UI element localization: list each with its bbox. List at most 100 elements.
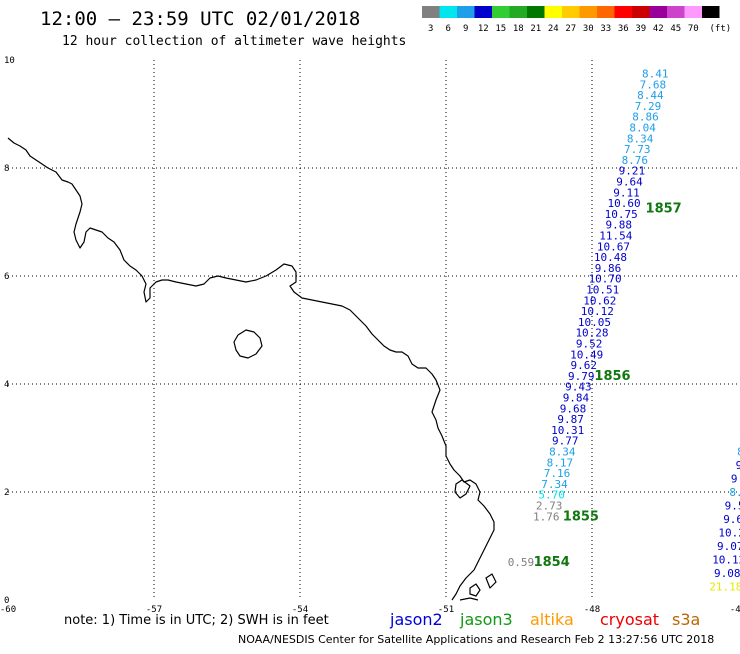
wave-height-value: 1.76	[533, 510, 560, 523]
scale-label: 15	[495, 24, 506, 34]
axis-tick-labels: -60 -57 -54 -51 -48 -45 10 8 6 4 2 0	[0, 56, 740, 615]
wave-height-value: 10.49	[570, 348, 603, 361]
wave-height-value: 10.60	[608, 197, 641, 210]
scale-swatch	[684, 6, 702, 18]
wave-height-value: 10.48	[594, 251, 627, 264]
coastline	[7, 137, 497, 601]
scale-label: 39	[635, 24, 646, 34]
scale-label: 24	[548, 24, 559, 34]
scale-swatch	[649, 6, 667, 18]
longitude-label: -51	[438, 605, 454, 615]
wave-height-value: 9.86	[595, 262, 622, 275]
wave-height-value: 10.28	[575, 327, 608, 340]
latitude-label: 0	[4, 596, 9, 606]
scale-swatch	[439, 6, 457, 18]
longitude-label: -48	[584, 605, 600, 615]
wave-height-value: 10.31	[551, 424, 584, 437]
scale-label: 27	[565, 24, 576, 34]
pass-time-label: 1855	[563, 509, 599, 524]
wave-height-value: 10.62	[583, 294, 616, 307]
wave-height-value: 9.43	[565, 381, 592, 394]
wave-height-value: 8.44	[637, 89, 664, 102]
scale-label: 42	[653, 24, 664, 34]
color-scale-legend: 3 6 9 12 15 18 21 24 27 30 33 36 39 42 45 70 (ft)	[422, 6, 731, 34]
scale-swatch	[702, 6, 720, 18]
longitude-label: -57	[146, 605, 162, 615]
wave-height-value: 11.54	[599, 230, 632, 243]
scale-label: 21	[530, 24, 541, 34]
wave-height-value: 9.77	[552, 435, 579, 448]
satellite-legend-altika: altika	[530, 610, 574, 629]
satellite-legend-jason3: jason3	[459, 610, 513, 629]
wave-height-value: 7.34	[541, 478, 568, 491]
wave-height-value: 8.86	[632, 111, 659, 124]
latitude-label: 8	[4, 164, 9, 174]
scale-label: 45	[670, 24, 681, 34]
wave-height-value: 9.52	[576, 338, 603, 351]
wave-height-value: 9.62	[570, 359, 597, 372]
wave-height-value: 7.68	[640, 78, 667, 91]
satellite-legend-s3a: s3a	[672, 610, 700, 629]
wave-height-value: 8.34	[549, 446, 576, 459]
satellite-legend: jason2 jason3 altika cryosat s3a	[389, 610, 700, 629]
scale-label: 6	[446, 24, 451, 34]
scale-swatch	[509, 6, 527, 18]
wave-height-value: 9.68	[560, 402, 587, 415]
wave-height-value: 10.05	[578, 316, 611, 329]
scale-swatch	[527, 6, 545, 18]
map-subtitle: 12 hour collection of altimeter wave hei…	[62, 34, 406, 49]
wave-height-value: 7.16	[544, 467, 571, 480]
scale-swatch	[579, 6, 597, 18]
wave-height-value: 2.73	[536, 500, 563, 513]
wave-height-value: 0.59	[508, 556, 535, 569]
satellite-legend-cryosat: cryosat	[600, 610, 659, 629]
wave-height-value: 10.67	[597, 240, 630, 253]
scale-swatch	[457, 6, 475, 18]
wave-height-value: 10.2	[718, 527, 740, 540]
scale-swatch	[614, 6, 632, 18]
scale-label: 9	[463, 24, 468, 34]
longitude-label: -54	[292, 605, 308, 615]
wave-height-value: 7.73	[624, 143, 651, 156]
scale-label: 12	[478, 24, 489, 34]
scale-label: 36	[618, 24, 629, 34]
latitude-label: 2	[4, 488, 9, 498]
scale-swatch	[544, 6, 562, 18]
scale-label: 18	[513, 24, 524, 34]
scale-swatch	[492, 6, 510, 18]
scale-swatch	[562, 6, 580, 18]
scale-swatch	[597, 6, 615, 18]
pass-time-label: 1857	[646, 202, 682, 217]
scale-swatch	[474, 6, 492, 18]
wave-height-value: 9.5	[725, 500, 740, 513]
scale-label: 70	[688, 24, 699, 34]
scale-label: 30	[583, 24, 594, 34]
wave-height-value: 9.07	[717, 540, 740, 553]
wave-height-value: 10.51	[586, 284, 619, 297]
wave-height-value: 5.70	[538, 489, 565, 502]
credit-line: NOAA/NESDIS Center for Satellite Applica…	[238, 633, 714, 646]
wave-height-value: 9.11	[613, 186, 640, 199]
satellite-legend-jason2: jason2	[389, 610, 443, 629]
longitude-label: -45	[730, 605, 740, 615]
wave-height-value: 9.87	[557, 413, 584, 426]
graticule	[8, 60, 738, 600]
latitude-label: 10	[4, 56, 15, 66]
scale-label: 33	[600, 24, 611, 34]
wave-height-value: 8.04	[629, 122, 656, 135]
wave-height-value: 8	[737, 446, 740, 459]
wave-height-value: 10.75	[605, 208, 638, 221]
wave-height-value: 9.79	[568, 370, 595, 383]
wave-height-value: 10.12	[581, 305, 614, 318]
wave-height-value: 9.6	[723, 513, 740, 526]
pass-time-label: 1856	[594, 369, 630, 384]
scale-swatch	[667, 6, 685, 18]
scale-swatch	[422, 6, 440, 18]
wave-height-value: 8.41	[642, 68, 669, 81]
scale-swatch	[632, 6, 650, 18]
wave-height-value: 9.	[731, 473, 740, 486]
pass-time-labels: 1857 1856 1855 1854	[534, 202, 682, 571]
